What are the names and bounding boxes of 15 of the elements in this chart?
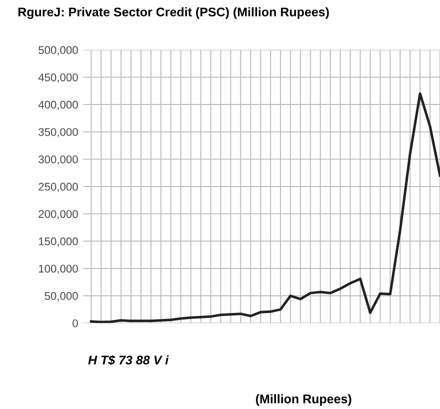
text: H T$ 73 88 V i (88, 355, 169, 366)
line-series (90, 92, 440, 324)
y-tick-label: 200,000 (38, 210, 78, 220)
y-tick-label: 100,000 (38, 264, 78, 274)
y-tick-label: 400,000 (38, 100, 78, 110)
y-tick-label: 250,000 (38, 182, 78, 192)
y-tick-label: 150,000 (38, 237, 78, 247)
y-tick-label: 350,000 (38, 128, 78, 138)
y-tick-label: 0 (72, 319, 78, 328)
text: (Million Rupees) (256, 394, 352, 406)
y-tick-label: 500,000 (38, 46, 78, 56)
y-tick-label: 50,000 (44, 292, 78, 302)
y-tick-label: 300,000 (38, 155, 78, 165)
chart-title: RgureJ: Private Sector Credit (PSC) (Million Rupees) (18, 7, 329, 19)
y-tick-label: 450,000 (38, 73, 78, 83)
